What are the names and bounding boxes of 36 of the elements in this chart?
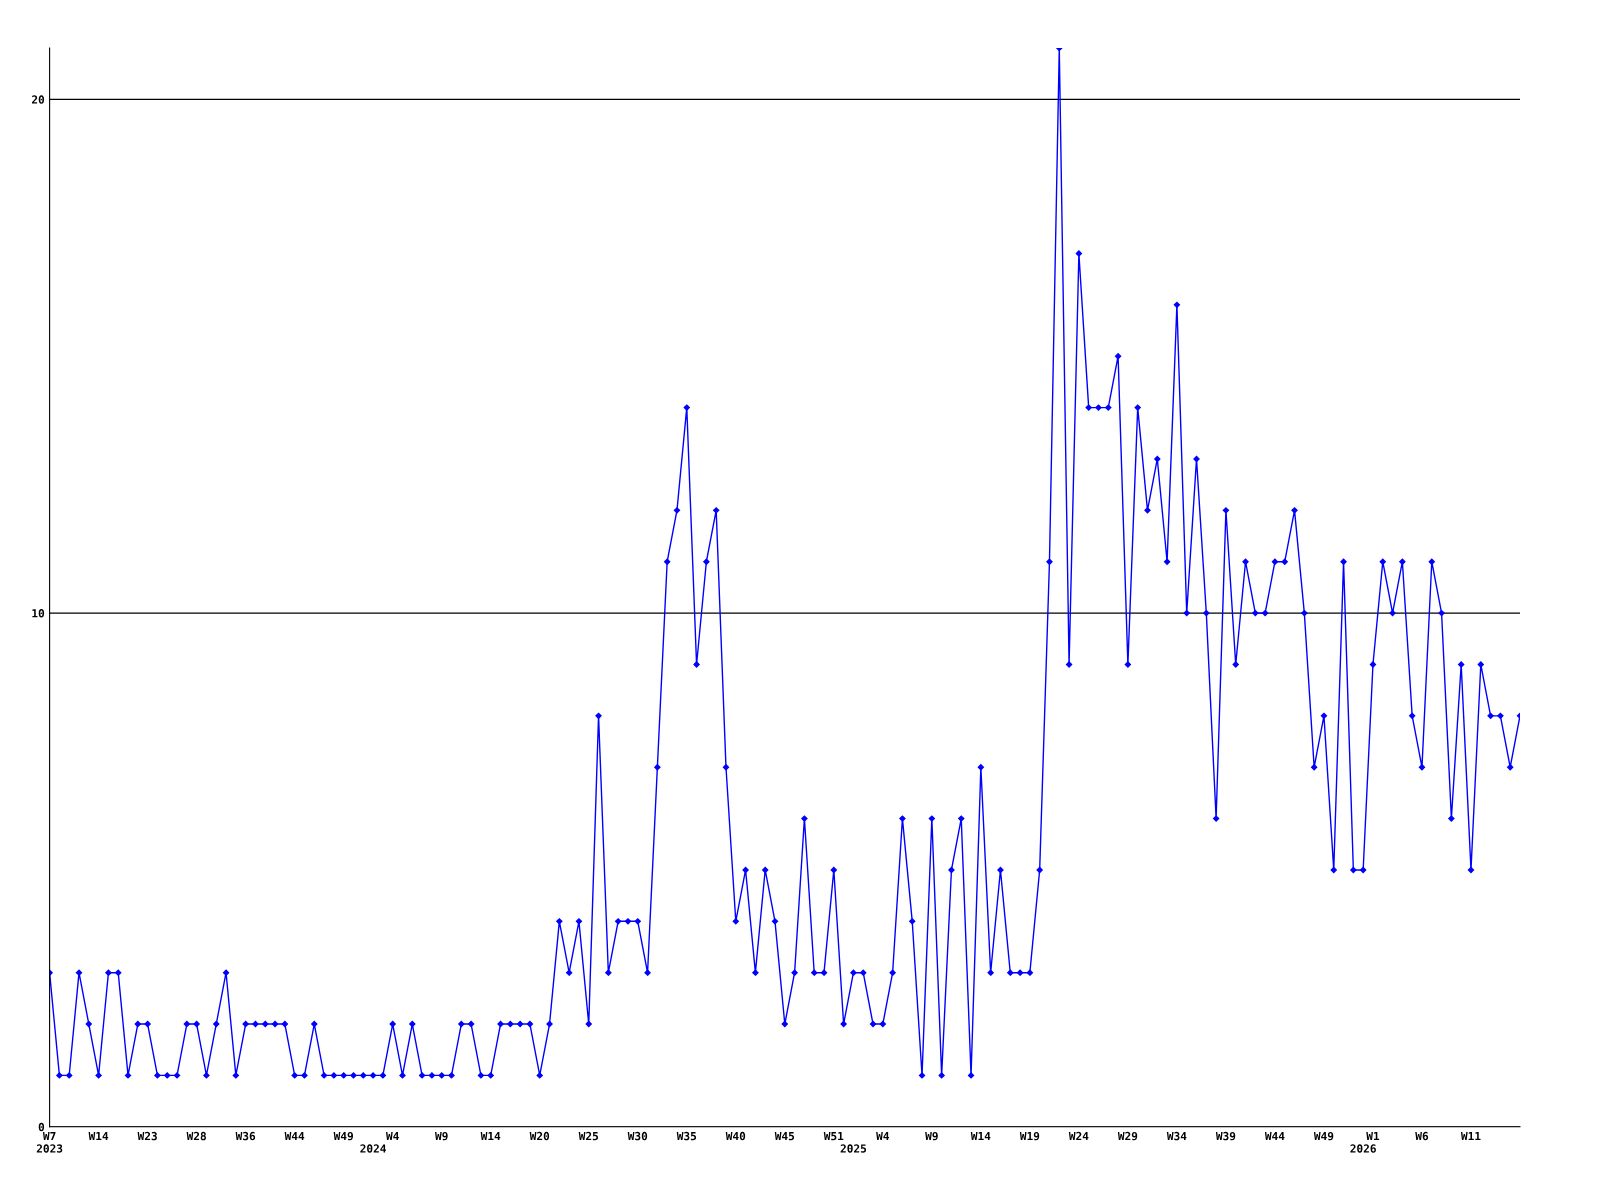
x-tick-label: W11 <box>1460 1132 1481 1141</box>
x-tick-label: W44 <box>1264 1132 1285 1141</box>
x-tick-label: 2024 <box>360 1144 386 1153</box>
y-tick-label: 20 <box>31 95 45 104</box>
x-tick-label: W7 2023 <box>36 1132 63 1153</box>
x-tick-label: W19 <box>1019 1131 1040 1141</box>
x-tick-label: W24 <box>1068 1131 1089 1141</box>
x-tick-label: W25 <box>578 1131 599 1141</box>
x-tick-label: W9 <box>925 1131 938 1141</box>
x-tick-label: W29 <box>1117 1131 1138 1141</box>
x-tick-label: W23 <box>137 1131 157 1141</box>
x-tick-label: W35 <box>676 1131 697 1141</box>
x-tick-label: W9 <box>435 1131 448 1141</box>
x-tick-label: W14 <box>88 1132 109 1141</box>
x-tick-label: W34 <box>1166 1131 1187 1141</box>
x-tick-label: W44 <box>284 1132 305 1141</box>
x-tick-label: W4 <box>876 1132 890 1141</box>
y-tick-label: 10 <box>32 609 45 618</box>
x-tick-label: W51 <box>823 1132 844 1141</box>
x-tick-label: W49 <box>333 1131 353 1141</box>
x-tick-label: W30 <box>627 1131 648 1141</box>
x-tick-label: W49 <box>1313 1131 1334 1141</box>
x-tick-label: W14 <box>480 1132 501 1141</box>
x-tick-label: W20 <box>529 1131 550 1141</box>
x-tick-label: 2025 <box>840 1144 867 1153</box>
x-tick-label: W28 <box>186 1131 206 1141</box>
x-tick-label: W1 <box>1366 1132 1380 1141</box>
x-tick-label: W39 <box>1215 1131 1236 1141</box>
x-tick-label: W4 <box>386 1132 399 1141</box>
x-tick-label: W14 <box>970 1132 991 1141</box>
x-tick-label: 2026 <box>1350 1144 1376 1153</box>
x-tick-label: W36 <box>235 1131 256 1141</box>
x-tick-label: W45 <box>774 1132 795 1141</box>
x-tick-label: W40 <box>725 1131 746 1141</box>
y-tick-label: 0 <box>38 1122 45 1132</box>
x-tick-label: W6 <box>1415 1131 1429 1141</box>
